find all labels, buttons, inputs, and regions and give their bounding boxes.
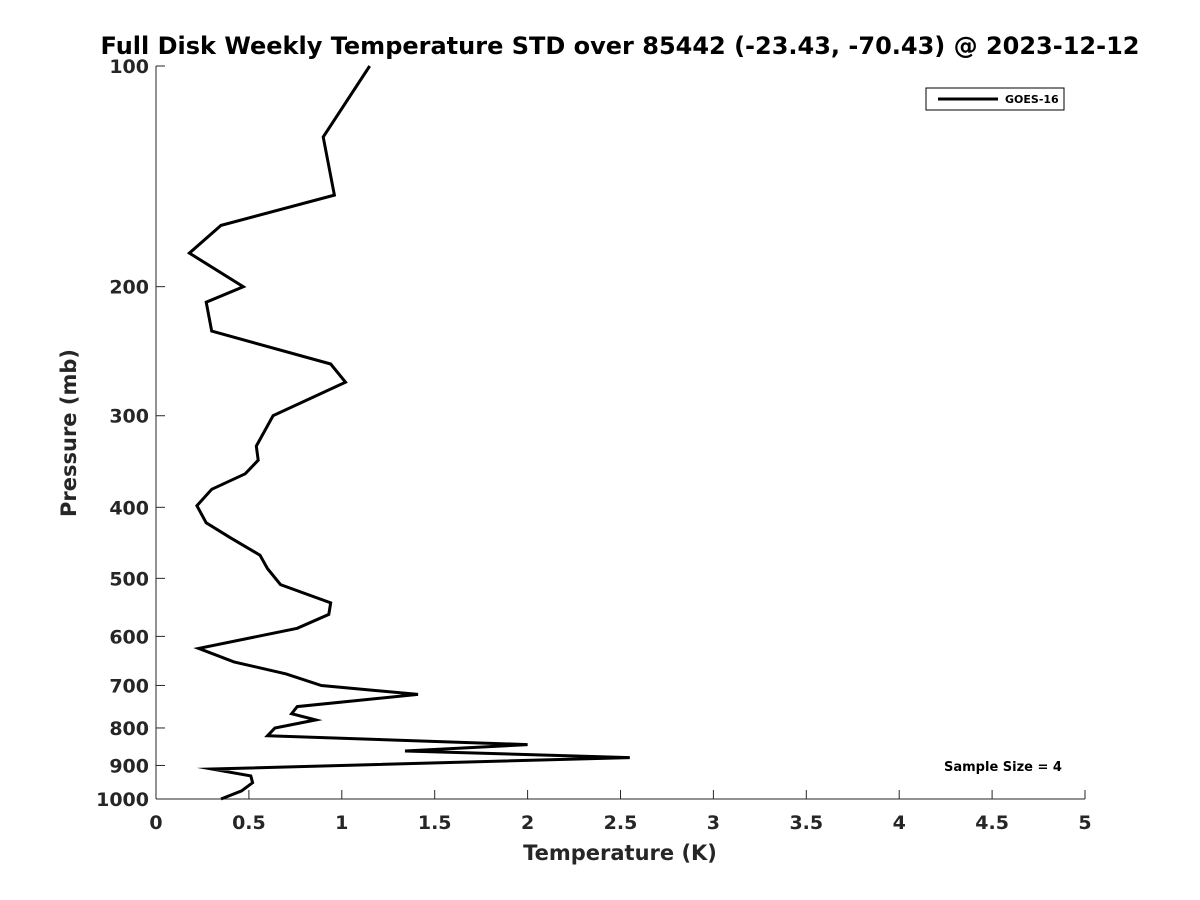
y-tick-label: 200 xyxy=(109,277,149,299)
y-tick-label: 1000 xyxy=(96,789,149,811)
x-tick-label: 0.5 xyxy=(232,812,266,834)
x-tick-label: 1 xyxy=(335,812,348,834)
chart-title: Full Disk Weekly Temperature STD over 85… xyxy=(101,32,1140,60)
plot-area: 0 0.5 1 1.5 2 2.5 3 3.5 4 4.5 5 100 200 300 400 500 600… xyxy=(96,56,1092,834)
legend-label-goes-16: GOES-16 xyxy=(1005,93,1059,106)
y-tick-label: 700 xyxy=(109,675,149,697)
x-tick-label: 4 xyxy=(893,812,906,834)
x-axis-label: Temperature (K) xyxy=(523,841,717,865)
y-axis-label: Pressure (mb) xyxy=(57,349,81,517)
y-axis-ticks: 100 200 300 400 500 600 700 800 900 1000 xyxy=(96,56,165,811)
y-tick-label: 500 xyxy=(109,568,149,590)
x-tick-label: 1.5 xyxy=(418,812,452,834)
x-tick-label: 4.5 xyxy=(975,812,1009,834)
x-tick-label: 2 xyxy=(521,812,534,834)
x-tick-label: 5 xyxy=(1078,812,1091,834)
plot-background xyxy=(156,66,1085,799)
y-tick-label: 100 xyxy=(109,56,149,78)
x-tick-label: 2.5 xyxy=(604,812,638,834)
x-tick-label: 3.5 xyxy=(789,812,823,834)
y-tick-label: 800 xyxy=(109,718,149,740)
x-tick-label: 3 xyxy=(707,812,720,834)
series-line-goes-16 xyxy=(186,65,630,801)
y-tick-label: 900 xyxy=(109,755,149,777)
y-tick-label: 300 xyxy=(109,406,149,428)
sample-size-annotation: Sample Size = 4 xyxy=(944,760,1062,775)
legend: GOES-16 xyxy=(925,87,1065,111)
x-tick-label: 0 xyxy=(149,812,162,834)
series-layer xyxy=(186,65,630,801)
y-tick-label: 400 xyxy=(109,497,149,519)
x-axis-ticks: 0 0.5 1 1.5 2 2.5 3 3.5 4 4.5 5 xyxy=(149,790,1092,834)
y-tick-label: 600 xyxy=(109,626,149,648)
